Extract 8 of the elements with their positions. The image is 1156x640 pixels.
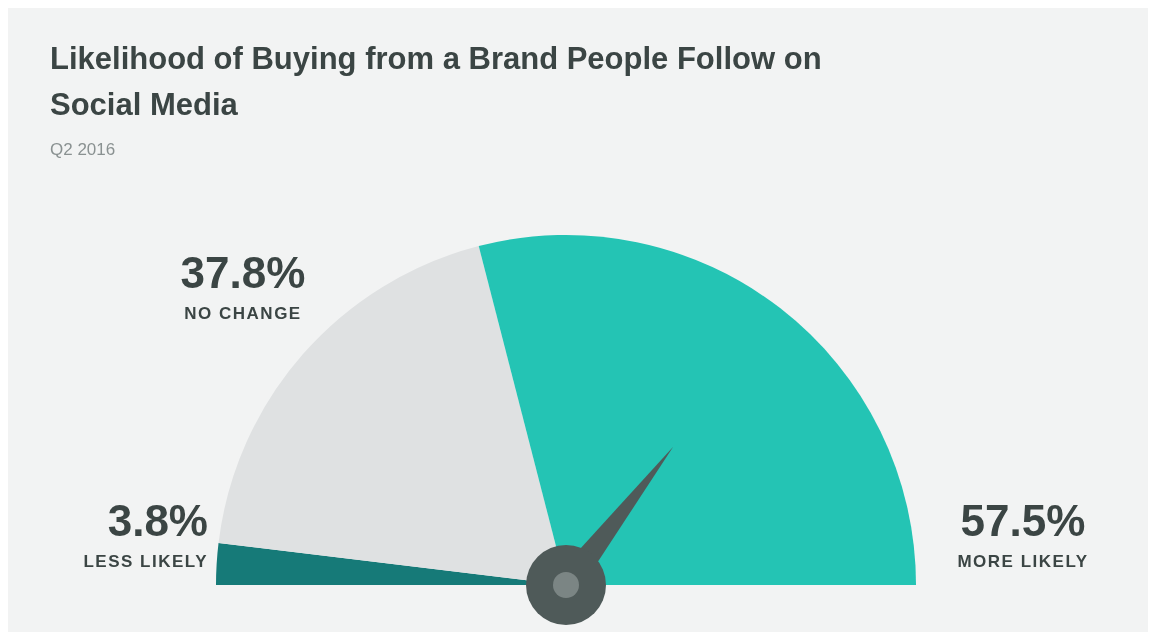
data-label: 3.8% <box>106 496 208 546</box>
chart-title: Likelihood of Buying from a Brand People Follow on Social Media <box>50 40 823 124</box>
data-label: 57.5% <box>959 496 1087 546</box>
chart-subtitle: Q2 2016 <box>50 140 116 160</box>
slice-label: MORE LIKELY <box>956 552 1090 572</box>
slice-label: NO CHANGE <box>183 304 303 324</box>
slice-label: LESS LIKELY <box>83 552 208 572</box>
data-label: 37.8% <box>179 248 307 298</box>
